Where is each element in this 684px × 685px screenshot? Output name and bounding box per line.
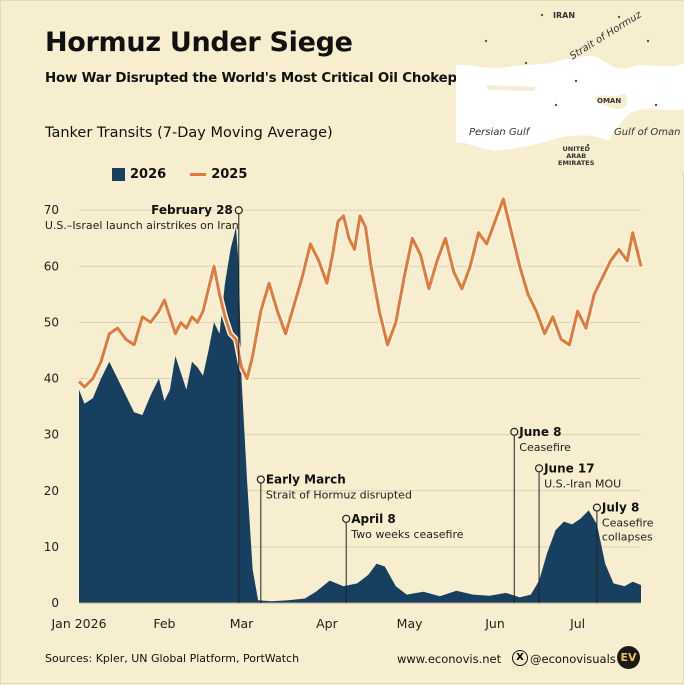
map-label-uae: UNITED ARAB EMIRATES <box>558 145 595 167</box>
annotation-text: Ceasefire <box>519 441 571 454</box>
annotation-text: collapses <box>602 531 653 544</box>
map-graphic <box>456 1 684 171</box>
annotation-title: July 8 <box>601 501 639 515</box>
legend-swatch-2025 <box>190 173 207 176</box>
annotation-text: Ceasefire <box>602 517 654 530</box>
annotation-marker <box>342 514 351 523</box>
x-tick-label: Mar <box>230 616 254 631</box>
annotation-title: June 8 <box>518 425 561 439</box>
map-label-gulf-of-oman: Gulf of Oman <box>614 127 681 138</box>
series-2026-area <box>79 227 641 603</box>
map-label-oman: OMAN <box>597 97 622 105</box>
x-tick-label: Jul <box>569 616 585 631</box>
annotation-marker <box>592 503 602 512</box>
annotation-marker <box>534 464 544 473</box>
annotation-marker <box>510 427 519 436</box>
annotation-text: U.S.-Iran MOU <box>544 477 621 490</box>
social-handle[interactable]: @econovisuals <box>530 652 616 666</box>
y-tick-label: 30 <box>44 428 59 442</box>
map-label-iran: IRAN <box>553 11 576 20</box>
annotation-title: Early March <box>266 473 346 487</box>
y-tick-label: 60 <box>44 259 59 273</box>
annotation-text: U.S.–Israel launch airstrikes on Iran <box>45 219 239 232</box>
y-tick-label: 0 <box>51 596 59 610</box>
annotation-marker <box>234 206 243 215</box>
annotation-text: Strait of Hormuz disrupted <box>266 489 412 502</box>
chart-title: Tanker Transits (7-Day Moving Average) <box>45 125 333 141</box>
sources-note: Sources: Kpler, UN Global Platform, Port… <box>45 652 300 665</box>
strait-of-hormuz-map: IRAN Strait of Hormuz Persian Gulf Gulf … <box>456 1 684 171</box>
x-tick-label: Apr <box>316 616 338 631</box>
y-tick-label: 50 <box>44 315 59 329</box>
x-tick-label: Jan 2026 <box>50 616 106 631</box>
x-tick-label: Jun <box>484 616 505 631</box>
annotation-text: Two weeks ceasefire <box>350 528 464 541</box>
x-icon: X <box>512 650 528 666</box>
page-title: Hormuz Under Siege <box>45 27 353 58</box>
annotation-title: June 17 <box>543 461 595 475</box>
annotation-title: April 8 <box>351 512 396 526</box>
y-tick-label: 10 <box>44 540 59 554</box>
annotation-title: February 28 <box>151 203 233 217</box>
website-link[interactable]: www.econovis.net <box>397 652 502 666</box>
page-subtitle: How War Disrupted the World's Most Criti… <box>45 71 486 86</box>
y-tick-label: 70 <box>44 203 59 217</box>
chart-legend: 2026 2025 <box>112 167 247 182</box>
x-tick-label: May <box>397 616 423 631</box>
legend-label-2026: 2026 <box>130 167 167 182</box>
map-label-persian-gulf: Persian Gulf <box>469 127 530 138</box>
legend-swatch-2026 <box>112 168 125 181</box>
econovis-logo: EV <box>617 646 640 669</box>
series-2025-line <box>77 197 643 389</box>
legend-label-2025: 2025 <box>211 167 248 182</box>
y-tick-label: 40 <box>44 372 59 386</box>
x-tick-label: Feb <box>153 616 175 631</box>
annotation-marker <box>256 475 265 484</box>
y-tick-label: 20 <box>44 484 59 498</box>
